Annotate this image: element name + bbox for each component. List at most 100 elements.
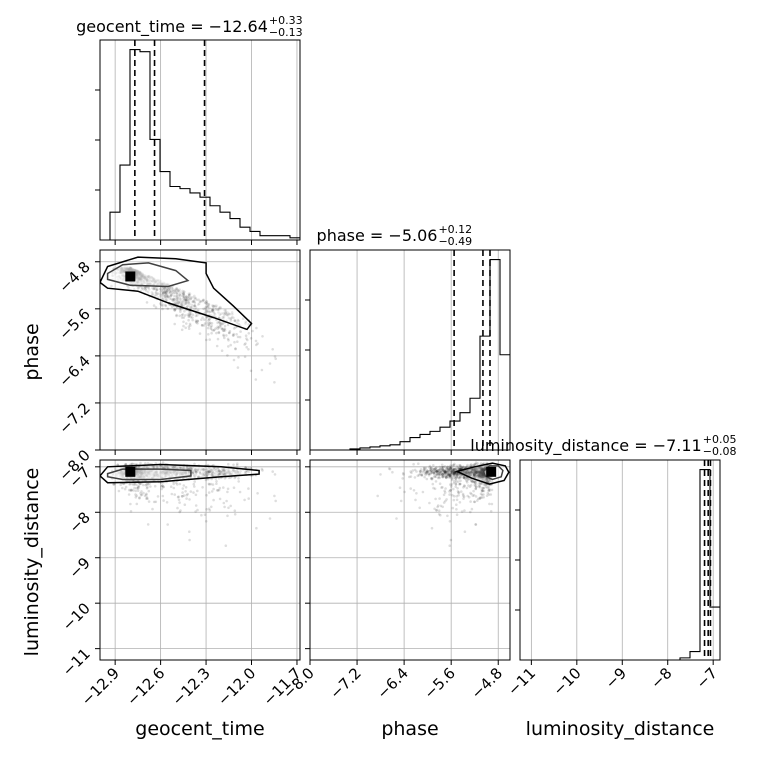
panel-phase-vs-geocent-time-point <box>217 311 220 314</box>
title-phase-minus: −0.49 <box>438 235 472 248</box>
panel-luminosity-distance-vs-phase-point <box>490 480 494 484</box>
panel-phase-vs-geocent-time-point <box>196 319 199 323</box>
panel-phase-vs-geocent-time-point <box>235 321 239 324</box>
panel-phase-vs-geocent-time-point <box>164 303 167 307</box>
panel-luminosity-distance-vs-phase-point <box>477 485 481 488</box>
panel-luminosity-distance-vs-geocent-time-point <box>124 485 128 489</box>
panel-luminosity-distance-vs-geocent-time-point <box>209 469 213 472</box>
panel-luminosity-distance-vs-phase-point <box>482 476 485 479</box>
panel-phase-vs-geocent-time-point <box>200 318 203 322</box>
panel-phase-vs-geocent-time-point <box>223 309 226 312</box>
panel-luminosity-distance-vs-phase-point <box>480 469 483 472</box>
panel-luminosity-distance-vs-phase-point <box>470 470 473 474</box>
panel-luminosity-distance-vs-phase-point <box>477 472 480 476</box>
panel-phase-vs-geocent-time-point <box>198 300 202 304</box>
panel-luminosity-distance-vs-geocent-time-point <box>210 490 214 493</box>
panel-phase-vs-geocent-time-point <box>163 294 167 298</box>
panel-luminosity-distance-vs-geocent-time-point <box>193 474 196 478</box>
panel-phase-vs-geocent-time-point <box>197 302 201 306</box>
panel-phase-vs-geocent-time-point <box>217 326 221 329</box>
panel-phase-vs-geocent-time-point <box>166 289 169 293</box>
panel-luminosity-distance-vs-phase-point <box>474 472 478 476</box>
panel-luminosity-distance-vs-geocent-time-point <box>145 493 148 497</box>
panel-luminosity-distance-vs-geocent-time-point <box>203 475 206 478</box>
panel-phase-vs-geocent-time-point <box>215 344 219 348</box>
panel-phase-vs-geocent-time-point <box>226 313 229 316</box>
panel-luminosity-distance-vs-phase-point <box>483 478 486 481</box>
title-luminosity-distance-plus: +0.05 <box>703 433 737 446</box>
panel-phase-vs-geocent-time-point <box>219 322 222 325</box>
panel-luminosity-distance-vs-phase-point <box>480 471 483 475</box>
panel-phase-vs-geocent-time-point <box>237 322 240 326</box>
panel-luminosity-distance-vs-geocent-time-point <box>146 485 149 489</box>
panel-luminosity-distance-vs-phase-point <box>476 475 480 479</box>
panel-phase-vs-geocent-time-point <box>222 334 226 338</box>
panel-luminosity-distance-vs-geocent-time-point <box>165 465 169 469</box>
panel-phase-vs-geocent-time-point <box>220 327 223 330</box>
panel-luminosity-distance-vs-phase-point <box>469 470 473 474</box>
panel-luminosity-distance-vs-phase-point <box>444 471 447 474</box>
panel-luminosity-distance-vs-phase-point <box>482 477 485 480</box>
panel-luminosity-distance-vs-phase-point <box>449 466 452 470</box>
panel-phase-vs-geocent-time-point <box>211 309 214 312</box>
panel-luminosity-distance-vs-phase-point <box>422 466 426 470</box>
panel-luminosity-distance-vs-phase-point <box>479 473 483 476</box>
panel-luminosity-distance-vs-geocent-time-point <box>192 473 196 476</box>
panel-luminosity-distance-vs-phase-point <box>480 471 483 475</box>
panel-phase-vs-geocent-time-point <box>212 329 216 332</box>
panel-luminosity-distance-vs-geocent-time-point <box>211 474 215 478</box>
panel-luminosity-distance-vs-phase-point <box>438 470 441 474</box>
panel-phase-vs-geocent-time-point <box>190 306 194 309</box>
panel-phase-vs-geocent-time-point <box>206 305 209 309</box>
panel-luminosity-distance-vs-geocent-time-point <box>146 466 149 469</box>
panel-luminosity-distance-vs-phase-point <box>448 474 452 478</box>
panel-luminosity-distance-vs-phase-point <box>483 483 486 487</box>
panel-luminosity-distance-vs-phase-point <box>440 466 444 469</box>
title-geocent-time-minus: −0.13 <box>269 26 303 39</box>
panel-phase-vs-geocent-time-point <box>218 321 222 324</box>
panel-luminosity-distance-vs-phase-point <box>448 465 452 469</box>
panel-luminosity-distance-vs-phase-point <box>429 466 433 470</box>
panel-phase-vs-geocent-time-point <box>210 310 214 314</box>
panel-phase-vs-geocent-time-point <box>237 356 240 359</box>
panel-luminosity-distance-vs-phase-point <box>433 472 436 476</box>
panel-phase-vs-geocent-time-point <box>194 308 198 312</box>
panel-luminosity-distance-vs-geocent-time-point <box>210 471 213 474</box>
panel-luminosity-distance-vs-phase-point <box>469 473 473 477</box>
panel-luminosity-distance-vs-phase-point <box>447 472 451 476</box>
panel-luminosity-distance-vs-phase-point <box>424 466 428 470</box>
panel-luminosity-distance-vs-geocent-time-point <box>195 468 199 471</box>
panel-luminosity-distance-vs-geocent-time-point <box>214 467 217 470</box>
panel-phase-vs-geocent-time-point <box>186 295 189 299</box>
panel-luminosity-distance-vs-geocent-time-point <box>201 486 204 489</box>
panel-luminosity-distance-vs-geocent-time-point <box>137 486 140 489</box>
panel-luminosity-distance-vs-phase-point <box>435 472 439 476</box>
panel-luminosity-distance-vs-phase-point <box>463 470 466 474</box>
panel-phase-vs-geocent-time-point <box>228 330 232 333</box>
panel-luminosity-distance-vs-phase-point <box>454 482 458 486</box>
panel-luminosity-distance-vs-phase-point <box>445 471 449 474</box>
panel-luminosity-distance-vs-phase-point <box>475 482 478 486</box>
panel-phase-vs-geocent-time-point <box>187 293 191 297</box>
panel-luminosity-distance-vs-geocent-time-point <box>151 507 154 511</box>
panel-phase-vs-geocent-time-point <box>176 291 179 295</box>
panel-luminosity-distance-vs-phase-point <box>480 471 484 475</box>
panel-luminosity-distance-vs-phase-point <box>473 469 476 473</box>
panel-phase-vs-geocent-time-point <box>226 337 230 341</box>
panel-luminosity-distance-vs-phase-point <box>478 474 482 477</box>
panel-luminosity-distance-vs-phase-point <box>480 469 484 472</box>
panel-luminosity-distance-vs-geocent-time-point <box>211 474 215 477</box>
panel-luminosity-distance-vs-phase-point <box>470 479 473 482</box>
panel-luminosity-distance-vs-geocent-time-point <box>222 469 225 472</box>
panel-luminosity-distance-vs-phase-point <box>486 480 490 484</box>
panel-luminosity-distance-vs-geocent-time-point <box>227 462 230 466</box>
panel-phase-vs-geocent-time-point <box>143 286 147 289</box>
panel-luminosity-distance-vs-phase-point <box>455 473 459 476</box>
panel-luminosity-distance-vs-phase-point <box>481 477 485 481</box>
panel-phase-vs-geocent-time-point <box>159 292 162 296</box>
panel-phase-vs-geocent-time-point <box>173 322 176 326</box>
panel-luminosity-distance-vs-phase-point <box>446 514 449 518</box>
panel-luminosity-distance-vs-phase-point <box>435 473 438 476</box>
panel-luminosity-distance-vs-phase-point <box>472 463 476 467</box>
panel-luminosity-distance-vs-phase-point <box>480 496 484 499</box>
